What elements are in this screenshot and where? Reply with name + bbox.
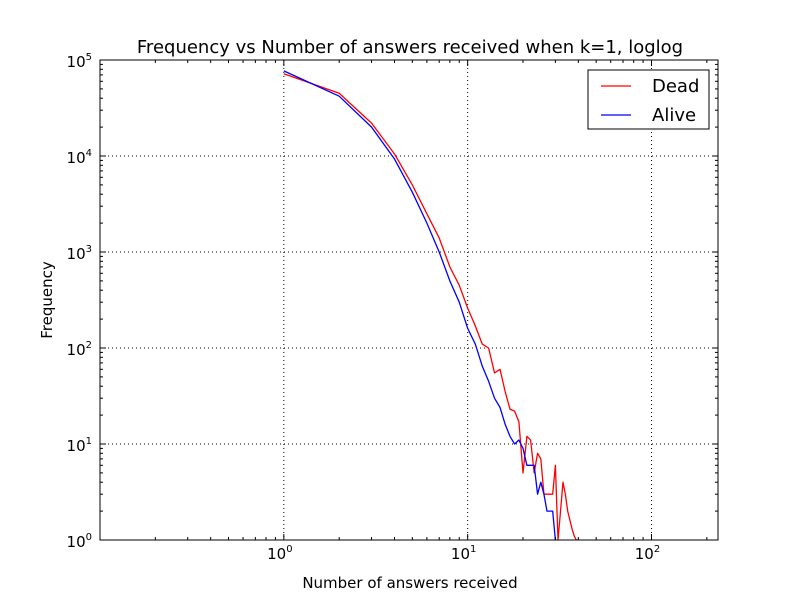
x-tick-exponent: 0	[286, 544, 292, 555]
series-line-alive	[283, 70, 557, 540]
y-tick-exponent: 1	[86, 436, 92, 447]
x-tick-base: 10	[635, 545, 654, 563]
ticks	[100, 59, 718, 541]
x-axis-label: Number of answers received	[302, 574, 517, 592]
chart-title: Frequency vs Number of answers received …	[137, 37, 683, 58]
x-tick-exponent: 2	[654, 544, 660, 555]
y-tick-exponent: 3	[86, 244, 92, 255]
y-tick-base: 10	[67, 245, 86, 263]
x-tick-label: 100	[267, 544, 292, 563]
y-tick-exponent: 5	[86, 52, 92, 63]
y-tick-label: 102	[67, 340, 92, 359]
y-tick-exponent: 0	[86, 532, 92, 543]
y-tick-label: 101	[67, 436, 92, 455]
y-tick-exponent: 4	[86, 148, 92, 159]
grid	[100, 60, 718, 540]
y-tick-base: 10	[67, 533, 86, 551]
y-tick-label: 100	[67, 532, 92, 551]
y-tick-base: 10	[67, 149, 86, 167]
series-group	[283, 70, 579, 540]
y-tick-base: 10	[67, 437, 86, 455]
x-tick-base: 10	[267, 545, 286, 563]
y-tick-exponent: 2	[86, 340, 92, 351]
y-tick-label: 103	[67, 244, 92, 263]
y-tick-label: 104	[67, 148, 92, 167]
legend: Dead Alive	[587, 69, 710, 130]
y-tick-base: 10	[67, 53, 86, 71]
legend-label-dead: Dead	[652, 76, 699, 97]
x-tick-label: 101	[451, 544, 476, 563]
y-tick-label: 105	[67, 52, 92, 71]
plot-frame	[99, 59, 719, 541]
legend-label-alive: Alive	[652, 105, 696, 126]
y-axis-label: Frequency	[38, 261, 56, 339]
y-tick-base: 10	[67, 341, 86, 359]
x-tick-exponent: 1	[470, 544, 476, 555]
x-tick-base: 10	[451, 545, 470, 563]
x-tick-label: 102	[635, 544, 660, 563]
legend-box	[587, 69, 710, 130]
